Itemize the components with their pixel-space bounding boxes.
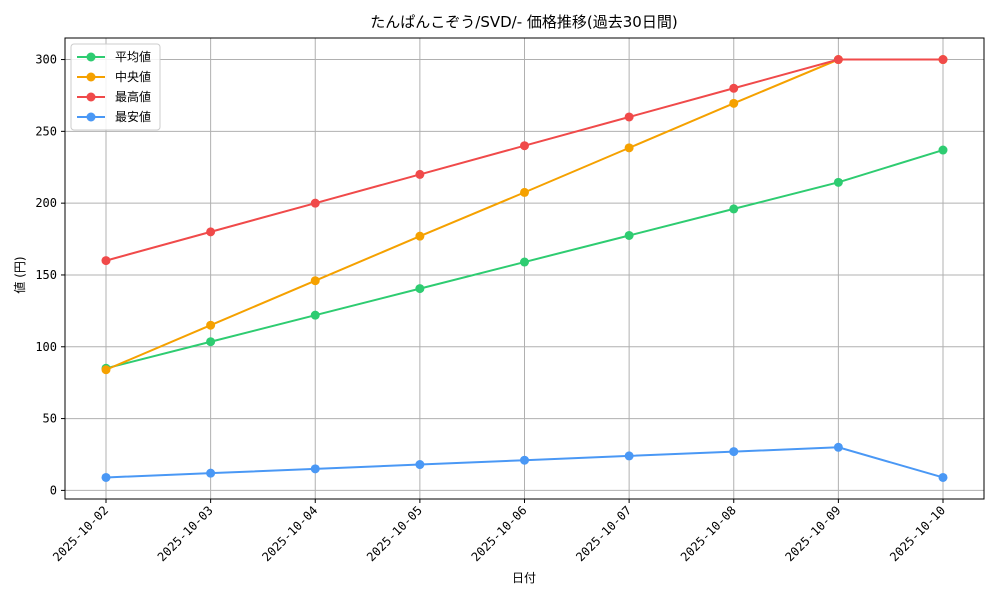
y-tick-label: 150	[35, 268, 57, 282]
data-point	[833, 442, 843, 452]
plot-frame	[64, 37, 985, 500]
chart-title: たんぱんこぞう/SVD/- 価格推移(過去30日間)	[370, 13, 677, 31]
legend-marker	[86, 112, 96, 122]
legend-box	[70, 43, 161, 131]
data-point	[310, 198, 320, 208]
y-tick-label: 50	[43, 412, 57, 426]
data-point	[310, 276, 320, 286]
data-point	[729, 447, 739, 457]
legend-marker	[86, 72, 96, 82]
y-tick-label: 0	[50, 483, 57, 497]
data-point	[624, 451, 634, 461]
legend-label: 最高値	[115, 89, 151, 104]
data-point	[938, 55, 948, 65]
legend-marker	[86, 92, 96, 102]
data-point	[415, 231, 425, 241]
data-point	[833, 177, 843, 187]
y-tick-label: 100	[35, 340, 57, 354]
data-point	[310, 310, 320, 320]
data-point	[938, 472, 948, 482]
data-point	[206, 468, 216, 478]
data-point	[624, 230, 634, 240]
data-point	[206, 320, 216, 330]
data-point	[206, 227, 216, 237]
data-point	[520, 257, 529, 267]
data-point	[415, 284, 425, 294]
y-tick-label: 300	[35, 53, 57, 67]
data-point	[520, 187, 529, 197]
data-point	[520, 455, 529, 465]
data-point	[101, 472, 111, 482]
legend-label: 中央値	[115, 69, 151, 84]
data-point	[833, 55, 843, 65]
legend-marker	[86, 52, 96, 62]
data-point	[101, 256, 111, 266]
data-point	[415, 460, 425, 470]
data-point	[206, 337, 216, 347]
data-point	[101, 365, 111, 375]
data-point	[729, 204, 739, 214]
x-axis-label: 日付	[512, 571, 536, 585]
y-tick-label: 250	[35, 124, 57, 138]
legend-label: 平均値	[115, 49, 151, 64]
data-point	[310, 464, 320, 474]
y-tick-label: 200	[35, 196, 57, 210]
series-3	[101, 442, 948, 482]
series-lines	[101, 55, 948, 482]
legend-label: 最安値	[115, 109, 151, 124]
data-point	[729, 83, 739, 93]
grid-lines	[65, 38, 984, 499]
data-point	[729, 98, 739, 108]
data-point	[624, 112, 634, 122]
y-axis-label: 値 (円)	[12, 256, 27, 293]
data-point	[624, 143, 634, 153]
series-2	[101, 55, 948, 266]
series-0	[101, 145, 948, 373]
data-point	[520, 141, 529, 151]
data-point	[938, 145, 948, 155]
data-point	[415, 169, 425, 179]
